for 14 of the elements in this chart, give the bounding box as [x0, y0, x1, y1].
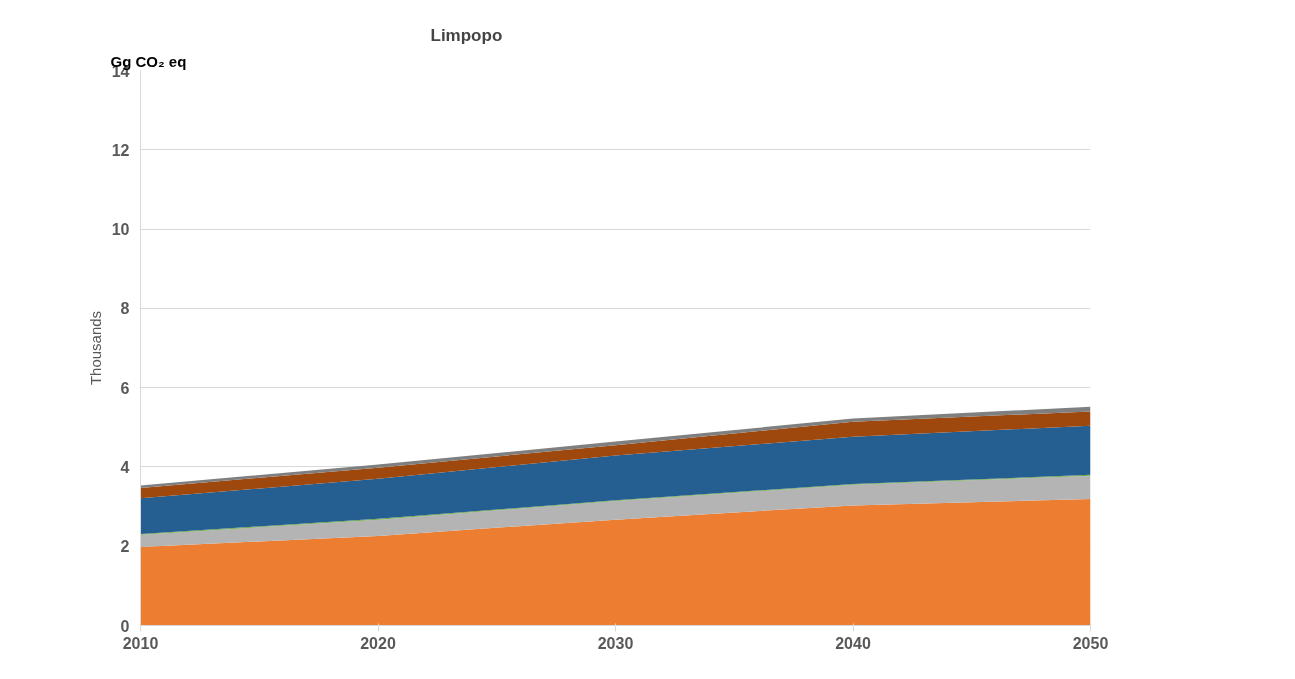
x-tick-label: 2030 [597, 634, 634, 652]
y-axis-title: Thousands [86, 310, 104, 386]
x-tick-label: 2020 [360, 634, 396, 652]
x-tick-label: 2040 [835, 634, 871, 652]
y-tick-label: 10 [111, 221, 130, 239]
y-tick-label: 0 [120, 617, 130, 635]
x-tick-label: 2050 [1072, 634, 1109, 652]
y-tick-label: 12 [111, 141, 130, 159]
y-tick-label: 8 [120, 300, 130, 318]
chart-title: Limpopo [430, 25, 503, 45]
y-tick-label: 4 [120, 458, 130, 476]
x-tick-label: 2010 [122, 634, 159, 652]
y-tick-label: 6 [120, 379, 130, 397]
y-tick-label: 2 [120, 538, 130, 556]
